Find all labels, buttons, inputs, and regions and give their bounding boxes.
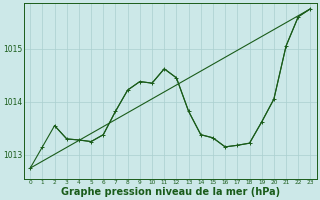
X-axis label: Graphe pression niveau de la mer (hPa): Graphe pression niveau de la mer (hPa) (61, 187, 280, 197)
